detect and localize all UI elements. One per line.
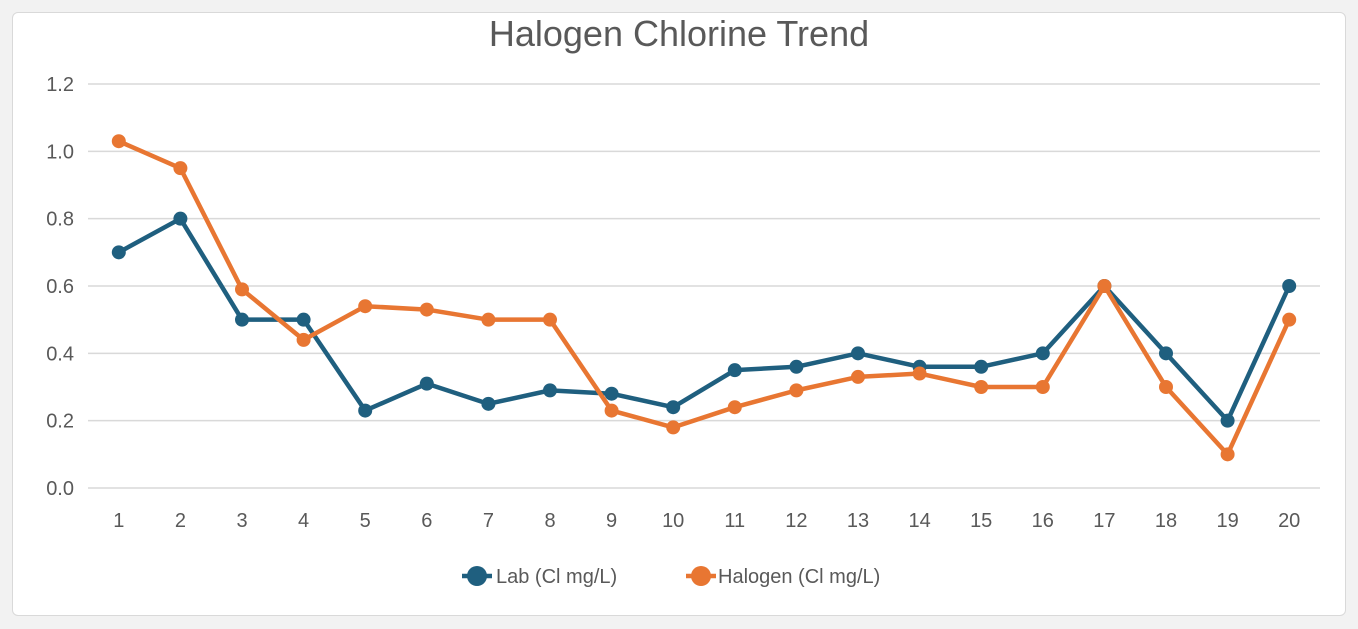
series-layer — [111, 134, 1297, 462]
data-point — [1220, 447, 1235, 462]
data-point — [1220, 413, 1235, 428]
y-tick-label: 0.6 — [46, 276, 74, 298]
data-point — [851, 346, 865, 361]
x-tick-label: 9 — [606, 510, 617, 532]
x-tick-label: 19 — [1216, 510, 1238, 532]
y-tick-label: 1.0 — [46, 141, 74, 163]
data-point — [789, 383, 804, 398]
data-point — [1282, 312, 1297, 327]
x-tick-label: 7 — [483, 510, 494, 532]
data-point — [173, 161, 188, 176]
x-tick-label: 6 — [421, 510, 432, 532]
y-tick-label: 0.2 — [46, 411, 74, 433]
y-tick-label: 0.8 — [46, 209, 74, 231]
data-point — [543, 383, 557, 398]
data-point — [1035, 346, 1050, 361]
legend-item: Lab (Cl mg/L) — [462, 566, 617, 588]
legend-marker — [691, 566, 711, 586]
data-point — [974, 380, 989, 394]
data-point — [974, 359, 989, 374]
data-point — [543, 312, 557, 327]
legend-label: Lab (Cl mg/L) — [496, 566, 617, 588]
x-tick-label: 5 — [360, 510, 371, 532]
data-point — [666, 400, 681, 415]
legend: Lab (Cl mg/L) Halogen (Cl mg/L) — [462, 566, 880, 588]
gridlines — [88, 83, 1320, 489]
y-axis-ticks: 0.0 0.2 0.4 0.6 0.8 1.0 1.2 — [46, 74, 74, 500]
data-point — [789, 359, 804, 374]
data-point — [1159, 380, 1173, 394]
data-point — [1282, 279, 1297, 293]
data-point — [1035, 380, 1050, 394]
data-point — [173, 211, 188, 226]
x-tick-label: 17 — [1093, 510, 1115, 532]
data-point — [419, 302, 434, 317]
y-tick-label: 1.2 — [46, 74, 74, 96]
legend-item: Halogen (Cl mg/L) — [686, 566, 880, 588]
data-point — [604, 403, 619, 418]
x-tick-label: 2 — [175, 510, 186, 532]
data-point — [604, 386, 619, 401]
legend-label: Halogen (Cl mg/L) — [718, 566, 880, 588]
x-tick-label: 12 — [785, 510, 807, 532]
x-axis-ticks: 1 2 3 4 5 6 7 8 9 10 11 12 13 14 15 16 17 18 19 20 — [113, 510, 1300, 532]
chart-title: Halogen Chlorine Trend — [489, 13, 869, 54]
x-tick-label: 15 — [970, 510, 992, 532]
data-point — [727, 400, 742, 415]
x-tick-label: 10 — [662, 510, 684, 532]
x-tick-label: 1 — [113, 510, 124, 532]
data-point — [296, 332, 311, 347]
y-tick-label: 0.0 — [46, 478, 74, 500]
data-point — [235, 312, 249, 327]
data-point — [1097, 279, 1112, 293]
data-point — [235, 282, 249, 297]
series-1 — [111, 211, 1297, 428]
data-point — [111, 134, 126, 149]
x-tick-label: 16 — [1032, 510, 1054, 532]
data-point — [912, 366, 927, 381]
data-point — [481, 396, 496, 411]
series-line — [116, 216, 1292, 423]
data-point — [666, 420, 681, 435]
data-point — [481, 312, 496, 327]
x-tick-label: 11 — [724, 510, 745, 532]
x-tick-label: 20 — [1278, 510, 1300, 532]
data-point — [1159, 346, 1173, 361]
data-point — [296, 312, 311, 327]
x-tick-label: 14 — [908, 510, 930, 532]
x-tick-label: 4 — [298, 510, 309, 532]
series-line — [116, 138, 1292, 457]
series-2 — [111, 134, 1297, 462]
data-point — [111, 245, 126, 260]
data-point — [358, 403, 373, 418]
x-tick-label: 13 — [847, 510, 869, 532]
data-point — [851, 369, 865, 384]
y-tick-label: 0.4 — [46, 343, 74, 365]
x-tick-label: 3 — [236, 510, 247, 532]
data-point — [358, 299, 373, 314]
x-tick-label: 8 — [544, 510, 555, 532]
data-point — [419, 376, 434, 391]
data-point — [727, 363, 742, 378]
x-tick-label: 18 — [1155, 510, 1177, 532]
legend-marker — [467, 566, 487, 586]
